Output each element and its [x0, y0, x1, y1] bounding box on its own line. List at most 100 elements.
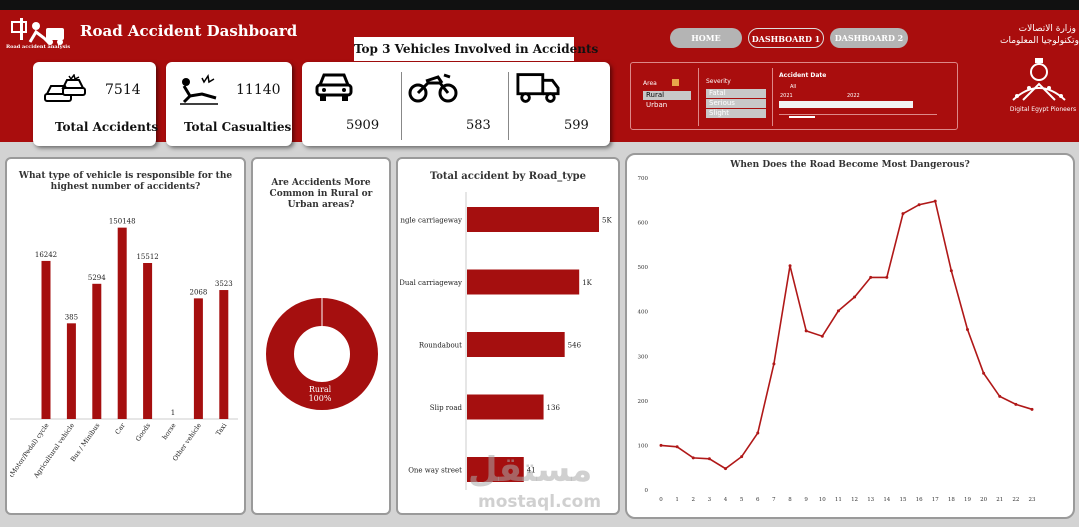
top-black-strip: [0, 0, 1079, 10]
x-tick-label: 19: [964, 497, 971, 503]
hourly-point: [659, 443, 663, 447]
rural-urban-title-3: Urban areas?: [287, 200, 355, 210]
road-type-bar: [467, 269, 580, 295]
hourly-point: [675, 445, 679, 449]
area-filter-label: Area: [643, 80, 657, 87]
x-tick-label: 18: [948, 497, 955, 503]
motorcycle-icon: [408, 73, 458, 103]
home-button[interactable]: HOME: [670, 28, 742, 48]
top3-title: Top 3 Vehicles Involved in Accidents: [354, 37, 598, 61]
logo-subtitle: Road accident analysis: [6, 44, 71, 50]
vehicle-category-label: Goods: [134, 422, 152, 443]
hourly-point: [885, 275, 889, 279]
page-title: Road Accident Dashboard: [80, 22, 298, 40]
vehicle-bar-label: 3523: [215, 280, 233, 288]
x-tick-label: 8: [788, 497, 792, 503]
x-tick-label: 3: [708, 497, 712, 503]
x-tick-label: 13: [867, 497, 874, 503]
total-accidents-label: Total Accidents: [55, 120, 159, 134]
kpi-total-casualties: 11140 Total Casualties: [166, 62, 292, 146]
severity-filter-label: Severity: [706, 78, 731, 85]
x-tick-label: 2: [692, 497, 696, 503]
rural-urban-title-1: Are Accidents More: [271, 178, 371, 188]
hourly-point: [772, 362, 776, 366]
rural-urban-donut-chart: [266, 298, 378, 410]
vehicle-bar: [193, 298, 203, 419]
date-filter-sub: All: [790, 84, 797, 90]
road-type-category-label: Dual carriageway: [400, 279, 462, 287]
hourly-point: [724, 467, 728, 471]
top3-truck-value: 599: [564, 118, 589, 133]
hourly-point: [820, 334, 824, 338]
road-type-bar-label: 1K: [582, 279, 592, 287]
hourly-point: [982, 371, 986, 375]
vehicle-bar: [143, 263, 153, 419]
dashboard2-button[interactable]: DASHBOARD 2: [830, 28, 908, 48]
vehicle-type-title-2: highest number of accidents?: [50, 182, 201, 192]
hourly-point: [691, 456, 695, 460]
x-tick-label: 4: [724, 497, 728, 503]
filter-divider: [772, 68, 773, 126]
y-tick-label: 200: [638, 399, 649, 405]
filter-icon[interactable]: [672, 79, 679, 86]
road-type-category-label: Single carriageway: [400, 217, 462, 225]
total-casualties-label: Total Casualties: [184, 120, 292, 134]
vehicle-category-label: horse: [161, 421, 178, 441]
x-tick-label: 21: [996, 497, 1003, 503]
road-type-bar-label: 136: [547, 404, 561, 412]
severity-option-slight[interactable]: Slight: [706, 109, 766, 118]
road-type-bar: [467, 457, 524, 482]
x-tick-label: 14: [883, 497, 890, 503]
area-option-rural[interactable]: Rural: [643, 91, 691, 100]
road-type-category-label: Roundabout: [419, 342, 462, 350]
vehicle-bar: [41, 260, 51, 419]
hourly-point: [836, 309, 840, 313]
hourly-series-line: [660, 200, 1033, 470]
vehicle-bar: [92, 283, 102, 419]
total-accidents-value: 7514: [105, 82, 141, 98]
injured-person-icon: [180, 74, 218, 105]
x-tick-label: 23: [1029, 497, 1036, 503]
y-tick-label: 400: [638, 310, 649, 316]
vehicle-bar-label: 15512: [136, 253, 158, 261]
y-tick-label: 0: [645, 488, 649, 494]
x-tick-label: 11: [835, 497, 842, 503]
x-tick-label: 10: [819, 497, 826, 503]
ministry-arabic-line2: وتكنولوجيا المعلومات: [1000, 36, 1079, 46]
timeline-slider[interactable]: [779, 101, 913, 108]
x-tick-label: 15: [899, 497, 906, 503]
hourly-point: [1014, 402, 1018, 406]
road-type-bar-label: 41: [527, 467, 536, 475]
road-type-bar: [467, 207, 599, 232]
divider: [508, 72, 509, 140]
severity-option-serious[interactable]: Serious: [706, 99, 766, 108]
hourly-point: [998, 394, 1002, 398]
dashboard1-button[interactable]: DASHBOARD 1: [748, 28, 824, 48]
vehicle-bar: [117, 227, 127, 419]
timeline-year-2022: 2022: [847, 93, 860, 99]
hourly-title: When Does the Road Become Most Dangerous…: [730, 160, 970, 170]
x-tick-label: 1: [675, 497, 679, 503]
hourly-point: [756, 431, 760, 435]
vehicle-type-bar-chart: 16242(Motor/Pedal) cycle385Agricultural …: [10, 218, 238, 480]
top3-vehicles-card: [302, 62, 610, 146]
timeline-scrollbar[interactable]: [779, 114, 937, 120]
y-tick-label: 100: [638, 443, 649, 449]
road-type-bar: [467, 394, 544, 420]
road-type-bar-label: 546: [568, 342, 582, 350]
road-accident-logo-icon: [11, 18, 64, 46]
truck-icon: [516, 73, 560, 103]
x-tick-label: 5: [740, 497, 744, 503]
vehicle-bar-label: 2068: [189, 288, 207, 296]
y-tick-label: 700: [638, 176, 649, 182]
hourly-point: [707, 457, 711, 461]
y-tick-label: 500: [638, 265, 649, 271]
road-type-category-label: One way street: [408, 467, 462, 475]
x-tick-label: 0: [659, 497, 663, 503]
x-tick-label: 12: [851, 497, 858, 503]
severity-option-fatal[interactable]: Fatal: [706, 89, 766, 98]
vehicle-category-label: Car: [113, 421, 127, 436]
hourly-point: [869, 275, 873, 279]
y-tick-label: 600: [638, 221, 649, 227]
area-option-urban[interactable]: Urban: [646, 101, 668, 109]
